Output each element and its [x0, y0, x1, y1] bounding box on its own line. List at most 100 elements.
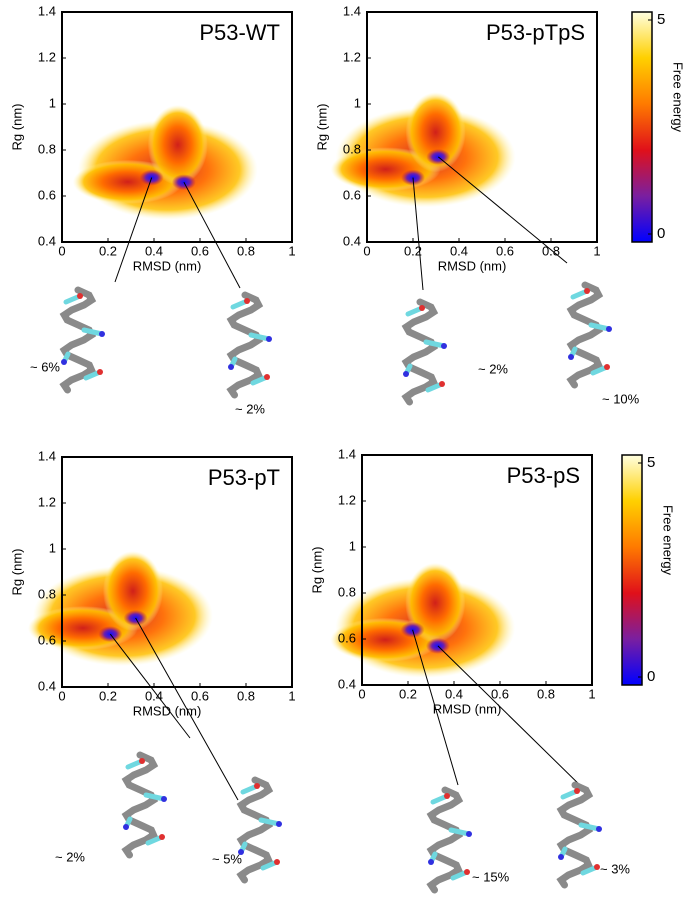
- colorbar-tick-label: 0: [647, 668, 655, 685]
- atom: [139, 758, 145, 764]
- y-tick-label: 0.6: [38, 632, 56, 647]
- y-tick-label: 0.6: [338, 630, 356, 645]
- panel-title: P53-pT: [208, 465, 280, 490]
- atom: [466, 831, 472, 837]
- x-tick-label: 0: [58, 688, 65, 703]
- population-label: ~ 2%: [478, 361, 508, 376]
- atom: [604, 364, 610, 370]
- population-label: ~ 3%: [600, 861, 630, 876]
- atom: [441, 343, 447, 349]
- peptide-ribbon: [566, 281, 604, 389]
- peptide-ribbon: [226, 291, 264, 399]
- atom: [276, 821, 282, 827]
- colorbar: [631, 11, 653, 243]
- y-tick-label: 1.4: [38, 448, 56, 463]
- atom: [584, 288, 590, 294]
- atom: [428, 859, 434, 865]
- population-label: ~ 2%: [235, 401, 265, 416]
- side-chain: [81, 327, 105, 337]
- x-tick-label: 0.2: [399, 686, 417, 701]
- x-tick-label: 0.6: [191, 243, 209, 258]
- x-tick-label: 0.4: [445, 686, 463, 701]
- y-tick-label: 0.8: [38, 141, 56, 156]
- panel: ~ 6% ~ 2% 0 0.2 0.4 0.6 0.8 1 0.4 0.6 0.8 1 1.2 1.4 RM…: [9, 3, 295, 416]
- y-tick-label: 1.2: [338, 492, 356, 507]
- y-axis-label: Rg (nm): [9, 549, 24, 596]
- x-tick-label: 0.8: [537, 686, 555, 701]
- x-tick-label: 1: [593, 243, 600, 258]
- atom: [464, 869, 470, 875]
- y-tick-label: 0.4: [338, 676, 356, 691]
- atom: [244, 298, 250, 304]
- peptide-ribbon: [556, 781, 594, 889]
- atom: [264, 374, 270, 380]
- atom: [594, 864, 600, 870]
- y-tick-label: 1.4: [343, 3, 361, 18]
- peptide-ribbon: [401, 298, 439, 406]
- x-tick-label: 1: [288, 243, 295, 258]
- x-tick-label: 0.6: [491, 686, 509, 701]
- atom: [99, 331, 105, 337]
- density-cloud: [147, 104, 208, 185]
- atom: [419, 305, 425, 311]
- atom: [444, 793, 450, 799]
- population-label: ~ 15%: [472, 869, 510, 884]
- atom: [439, 381, 445, 387]
- y-tick-label: 0.8: [343, 141, 361, 156]
- atom: [238, 849, 244, 855]
- population-label: ~ 10%: [602, 391, 640, 406]
- colorbar-tick-label: 0: [657, 225, 665, 242]
- y-tick-label: 0.4: [38, 678, 56, 693]
- atom: [596, 826, 602, 832]
- density-cloud: [405, 562, 466, 643]
- colorbar-tick-label: 5: [647, 454, 655, 471]
- panel: ~ 2% ~ 5% 0 0.2 0.4 0.6 0.8 1 0.4 0.6 0.8 1 1.2 1.4 RM…: [9, 448, 296, 884]
- y-axis-label: Rg (nm): [309, 547, 324, 594]
- atom: [97, 369, 103, 375]
- side-chain: [423, 339, 447, 349]
- x-tick-label: 0.4: [450, 243, 468, 258]
- x-tick-label: 0.8: [237, 243, 255, 258]
- side-chain: [578, 822, 602, 832]
- atom: [558, 854, 564, 860]
- x-tick-label: 0: [363, 243, 370, 258]
- x-tick-label: 0: [358, 686, 365, 701]
- peptide-ribbon: [59, 286, 97, 394]
- x-tick-label: 0.2: [99, 243, 117, 258]
- x-tick-label: 0: [58, 243, 65, 258]
- x-tick-label: 0.2: [404, 243, 422, 258]
- colorbar-tick-label: 5: [657, 11, 665, 28]
- pointer-line: [114, 177, 153, 283]
- plot-frame: [61, 11, 293, 243]
- population-label: ~ 6%: [30, 359, 60, 374]
- colorbar-label: Free energy: [661, 505, 676, 576]
- y-axis-label: Rg (nm): [314, 104, 329, 151]
- atom: [123, 824, 129, 830]
- y-tick-label: 1: [349, 538, 356, 553]
- y-tick-label: 1.2: [38, 49, 56, 64]
- side-chain: [448, 827, 472, 837]
- x-tick-label: 0.4: [145, 243, 163, 258]
- x-tick-label: 0.2: [99, 688, 117, 703]
- y-tick-label: 1: [354, 95, 361, 110]
- atom: [77, 293, 83, 299]
- x-axis-label: RMSD (nm): [133, 258, 202, 273]
- side-chain: [143, 792, 167, 802]
- colorbar-label: Free energy: [671, 62, 685, 133]
- panel-title: P53-WT: [199, 20, 280, 45]
- pointer-line: [412, 177, 424, 291]
- colorbar: [621, 454, 643, 686]
- x-axis-label: RMSD (nm): [133, 703, 202, 718]
- y-axis-label: Rg (nm): [9, 104, 24, 151]
- atom: [568, 354, 574, 360]
- atom: [159, 834, 165, 840]
- x-axis-label: RMSD (nm): [433, 701, 502, 716]
- peptide-ribbon: [236, 776, 274, 884]
- plot-frame: [61, 456, 293, 688]
- pointer-line: [135, 617, 239, 801]
- density-cloud: [405, 92, 466, 173]
- panel-title: P53-pS: [507, 463, 580, 488]
- y-tick-label: 0.6: [38, 187, 56, 202]
- y-tick-label: 0.4: [343, 233, 361, 248]
